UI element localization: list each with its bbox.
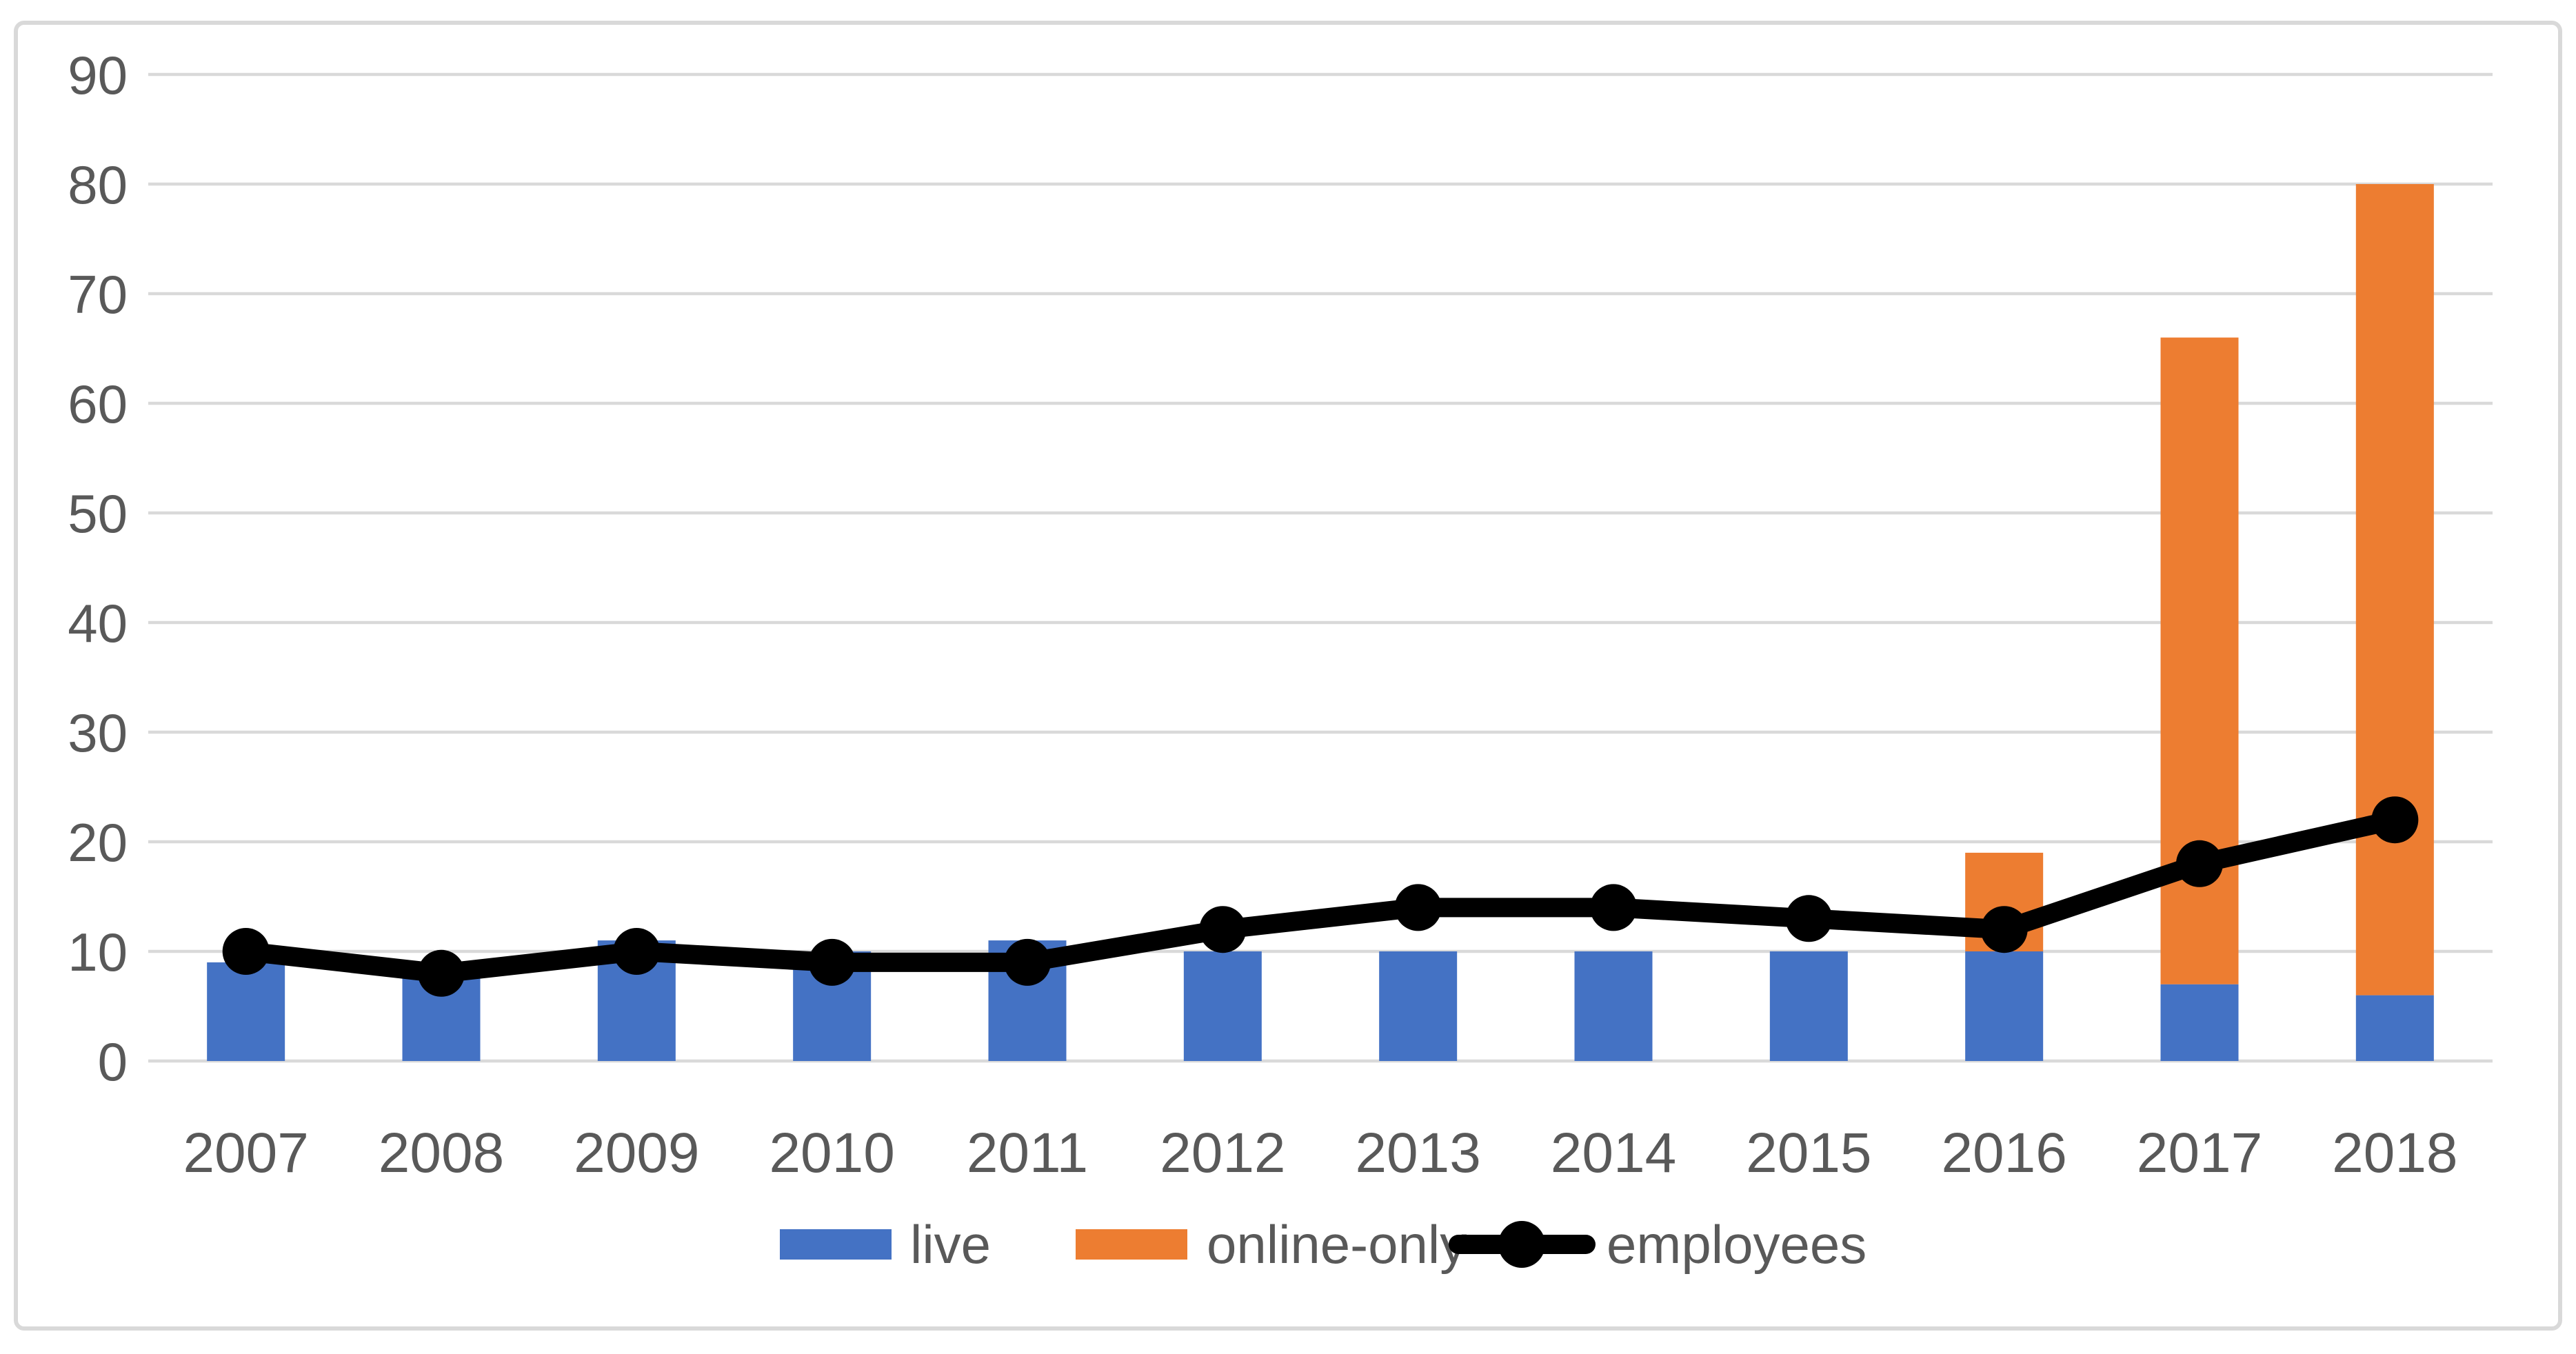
employees-line-series bbox=[222, 796, 2419, 997]
x-tick-label-2007: 2007 bbox=[183, 1122, 308, 1184]
x-axis-tick-labels: 2007 2008 2009 2010 2011 2012 2013 2014 2015 2016… bbox=[183, 1122, 2457, 1184]
legend-swatch-online-only bbox=[1076, 1229, 1187, 1260]
y-tick-label-60: 60 bbox=[68, 374, 128, 434]
chart-frame-border bbox=[14, 21, 2562, 1331]
bar-live-2007 bbox=[207, 962, 285, 1061]
y-tick-label-20: 20 bbox=[68, 812, 128, 873]
bar-live-2016 bbox=[1965, 951, 2044, 1061]
x-tick-label-2018: 2018 bbox=[2332, 1122, 2457, 1184]
employees-marker-2018 bbox=[2371, 796, 2419, 844]
employees-marker-2016 bbox=[1980, 906, 2028, 953]
bar-live-2012 bbox=[1183, 951, 1262, 1061]
y-tick-label-70: 70 bbox=[68, 264, 128, 325]
employees-marker-2015 bbox=[1785, 895, 1833, 942]
bar-live-2018 bbox=[2355, 995, 2434, 1061]
y-tick-label-50: 50 bbox=[68, 483, 128, 544]
y-tick-label-80: 80 bbox=[68, 154, 128, 215]
x-tick-label-2013: 2013 bbox=[1355, 1122, 1480, 1184]
x-tick-label-2015: 2015 bbox=[1746, 1122, 1871, 1184]
bar-online-only-2018 bbox=[2355, 184, 2434, 996]
legend-swatch-live bbox=[780, 1229, 892, 1260]
x-tick-label-2012: 2012 bbox=[1160, 1122, 1285, 1184]
y-axis-tick-labels: 0 10 20 30 40 50 60 70 80 90 bbox=[68, 45, 128, 1092]
legend-swatch-employees bbox=[1449, 1221, 1596, 1268]
y-tick-label-30: 30 bbox=[68, 703, 128, 763]
x-tick-label-2011: 2011 bbox=[967, 1122, 1088, 1184]
y-tick-label-90: 90 bbox=[68, 45, 128, 105]
x-tick-label-2009: 2009 bbox=[574, 1122, 699, 1184]
employees-marker-2009 bbox=[613, 928, 661, 975]
bar-live-2017 bbox=[2160, 984, 2239, 1061]
employees-marker-2014 bbox=[1590, 884, 1637, 931]
employees-marker-2013 bbox=[1394, 884, 1442, 931]
x-tick-label-2008: 2008 bbox=[379, 1122, 504, 1184]
employees-marker-2012 bbox=[1199, 906, 1247, 953]
x-tick-label-2017: 2017 bbox=[2137, 1122, 2262, 1184]
employees-marker-2008 bbox=[418, 949, 465, 997]
x-tick-label-2010: 2010 bbox=[769, 1122, 894, 1184]
gridlines bbox=[148, 72, 2493, 1063]
bar-live-2013 bbox=[1379, 951, 1458, 1061]
legend-label-online-only: online-only bbox=[1207, 1214, 1467, 1275]
legend-label-employees: employees bbox=[1607, 1214, 1866, 1275]
legend-marker-glyph bbox=[1498, 1221, 1545, 1268]
bar-live-2014 bbox=[1574, 951, 1653, 1061]
y-tick-label-40: 40 bbox=[68, 593, 128, 654]
bar-online-only-2017 bbox=[2160, 337, 2239, 984]
bar-live-2015 bbox=[1769, 951, 1848, 1061]
y-tick-label-10: 10 bbox=[68, 922, 128, 982]
employees-marker-2007 bbox=[222, 928, 270, 975]
y-tick-label-0: 0 bbox=[98, 1031, 128, 1092]
employees-marker-2011 bbox=[1004, 938, 1051, 986]
employees-line bbox=[236, 810, 2405, 983]
x-tick-label-2016: 2016 bbox=[1941, 1122, 2066, 1184]
employees-marker-2010 bbox=[808, 938, 856, 986]
x-tick-label-2014: 2014 bbox=[1551, 1122, 1676, 1184]
legend: live online-only employees bbox=[780, 1214, 1866, 1275]
employees-marker-2017 bbox=[2176, 840, 2223, 887]
legend-label-live: live bbox=[910, 1214, 991, 1275]
